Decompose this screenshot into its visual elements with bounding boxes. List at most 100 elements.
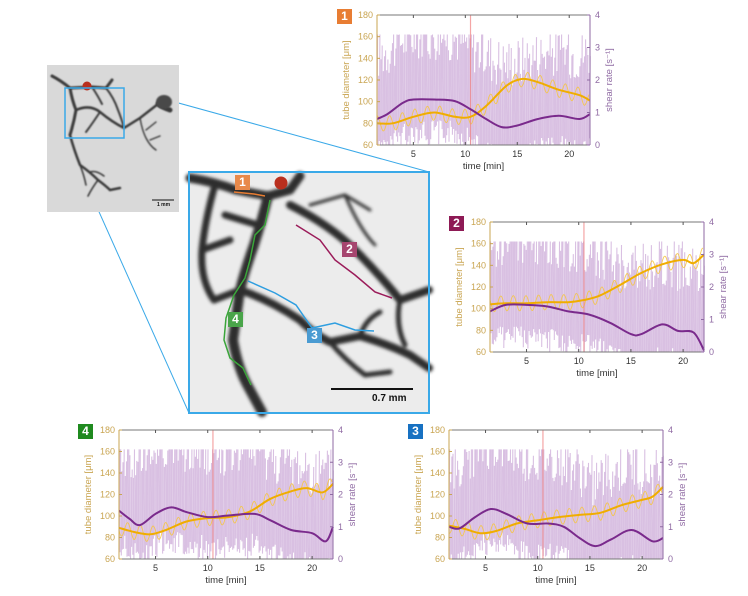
tube-diameter-smoothed-line	[448, 486, 664, 535]
y-left-tick-label: 180	[100, 425, 115, 435]
y-right-tick-label: 4	[595, 10, 600, 20]
y-left-tick-label: 60	[363, 140, 373, 150]
y-right-axis-label: shear rate [s⁻¹]	[347, 463, 358, 527]
tube-diameter-raw-line	[376, 71, 590, 132]
x-axis-label: time [min]	[205, 575, 246, 586]
x-tick-label: 5	[524, 356, 529, 366]
tube-diameter-smoothed-line	[489, 253, 705, 306]
x-tick-label: 20	[564, 149, 574, 159]
overview-micrograph	[47, 65, 179, 212]
shear-rate-raw-spikes	[118, 449, 334, 560]
y-left-tick-label: 160	[358, 32, 373, 42]
y-right-tick-label: 2	[709, 282, 714, 292]
zoom-inset	[185, 171, 433, 417]
x-tick-label: 15	[585, 563, 595, 573]
inset-scale-label: 0.7 mm	[372, 393, 407, 404]
x-tick-label: 5	[411, 149, 416, 159]
y-right-tick-label: 3	[668, 457, 673, 467]
y-left-tick-label: 160	[471, 239, 486, 249]
y-left-tick-label: 120	[358, 75, 373, 85]
x-tick-label: 10	[203, 563, 213, 573]
inset-inlet-marker	[274, 176, 288, 190]
y-left-tick-label: 160	[430, 447, 445, 457]
y-right-tick-label: 2	[338, 490, 343, 500]
chart-badge-4: 4	[78, 424, 93, 439]
y-left-tick-label: 140	[100, 468, 115, 478]
segment-line-2	[295, 224, 393, 299]
shear-rate-smoothed-line	[448, 507, 664, 548]
y-right-tick-label: 1	[595, 108, 600, 118]
y-left-tick-label: 140	[430, 468, 445, 478]
y-right-tick-label: 3	[709, 250, 714, 260]
y-right-tick-label: 3	[338, 457, 343, 467]
chart-3: 5 10 15 20 60 80 100 120 140 160 180 0 1 2 3 4 time [min…	[413, 425, 688, 586]
x-tick-label: 5	[153, 563, 158, 573]
y-right-axis-label: shear rate [s⁻¹]	[718, 255, 729, 319]
y-left-tick-label: 60	[476, 347, 486, 357]
y-right-tick-label: 1	[668, 522, 673, 532]
y-left-tick-label: 140	[471, 260, 486, 270]
y-left-axis-label: tube diameter [μm]	[341, 40, 352, 119]
y-left-tick-label: 80	[105, 533, 115, 543]
inset-segment-badge-1: 1	[235, 175, 250, 190]
y-left-tick-label: 180	[358, 10, 373, 20]
chart-badge-2: 2	[449, 216, 464, 231]
tube-diameter-smoothed-line	[118, 483, 334, 536]
y-left-tick-label: 60	[435, 554, 445, 564]
y-left-tick-label: 180	[430, 425, 445, 435]
x-tick-label: 20	[678, 356, 688, 366]
y-right-axis-label: shear rate [s⁻¹]	[677, 463, 688, 527]
y-right-tick-label: 0	[709, 347, 714, 357]
y-left-tick-label: 80	[476, 325, 486, 335]
y-left-tick-label: 120	[430, 490, 445, 500]
x-tick-label: 15	[255, 563, 265, 573]
shear-rate-raw-trace	[118, 449, 334, 560]
y-right-tick-label: 2	[668, 490, 673, 500]
x-tick-label: 15	[626, 356, 636, 366]
y-right-tick-label: 0	[668, 554, 673, 564]
shear-rate-smoothed-line	[118, 506, 334, 543]
chart-badge-3: 3	[408, 424, 423, 439]
y-right-tick-label: 0	[595, 140, 600, 150]
y-left-tick-label: 120	[100, 490, 115, 500]
inset-segment-badge-2: 2	[342, 242, 357, 257]
y-right-tick-label: 4	[338, 425, 343, 435]
y-left-tick-label: 140	[358, 53, 373, 63]
segment-line-1	[233, 191, 266, 197]
y-right-tick-label: 4	[709, 217, 714, 227]
y-right-tick-label: 2	[595, 75, 600, 85]
x-tick-label: 10	[533, 563, 543, 573]
y-right-tick-label: 3	[595, 43, 600, 53]
y-right-tick-label: 1	[709, 315, 714, 325]
y-right-tick-label: 0	[338, 554, 343, 564]
y-right-tick-label: 4	[668, 425, 673, 435]
x-tick-label: 15	[512, 149, 522, 159]
overview-inlet-marker	[82, 81, 92, 91]
y-left-tick-label: 100	[471, 304, 486, 314]
y-left-axis-label: tube diameter [μm]	[83, 455, 94, 534]
x-axis-label: time [min]	[576, 368, 617, 379]
chart-4: 5 10 15 20 60 80 100 120 140 160 180 0 1 2 3 4 time [min…	[83, 425, 358, 586]
shear-rate-raw-trace	[448, 449, 664, 560]
overview-scale-label: 1 mm	[157, 202, 171, 208]
x-tick-label: 10	[460, 149, 470, 159]
chart-2: 5 10 15 20 60 80 100 120 140 160 180 0 1 2 3 4 time [min…	[454, 217, 729, 379]
chart-badge-1: 1	[337, 9, 352, 24]
y-right-axis-label: shear rate [s⁻¹]	[604, 48, 615, 112]
segment-line-4	[223, 199, 271, 386]
y-left-tick-label: 100	[100, 511, 115, 521]
y-left-tick-label: 100	[430, 511, 445, 521]
x-axis-label: time [min]	[463, 161, 504, 172]
inset-segment-badge-4: 4	[228, 312, 243, 327]
x-axis-label: time [min]	[535, 575, 576, 586]
y-left-tick-label: 60	[105, 554, 115, 564]
overview-zoom-box	[64, 87, 125, 139]
y-left-tick-label: 120	[471, 282, 486, 292]
shear-rate-smoothed-line	[489, 303, 705, 351]
x-tick-label: 20	[307, 563, 317, 573]
x-tick-label: 5	[483, 563, 488, 573]
y-left-tick-label: 80	[435, 533, 445, 543]
